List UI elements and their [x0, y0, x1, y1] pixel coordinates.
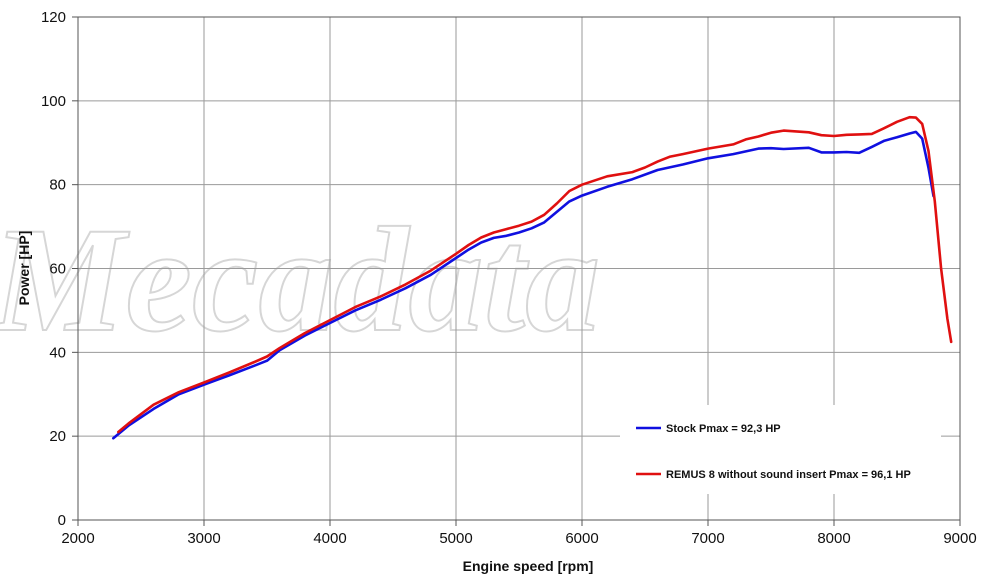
legend-label-remus: REMUS 8 without sound insert Pmax = 96,1…: [666, 469, 911, 481]
series-line-stock: [112, 130, 935, 440]
y-axis-ticks: 0 20 40 60 80 100 120: [41, 9, 78, 529]
x-tick-label: 5000: [439, 530, 472, 547]
legend-box: [620, 405, 941, 494]
y-tick-label: 120: [41, 9, 66, 26]
x-tick-label: 4000: [313, 530, 346, 547]
series-line-remus: [117, 115, 953, 434]
y-tick-label: 40: [49, 344, 66, 361]
x-tick-label: 9000: [943, 530, 976, 547]
y-tick-label: 100: [41, 93, 66, 110]
y-tick-label: 80: [49, 177, 66, 194]
x-axis-title: Engine speed [rpm]: [463, 558, 594, 574]
series-layer: [112, 115, 953, 440]
x-tick-label: 6000: [565, 530, 598, 547]
y-tick-label: 0: [58, 512, 66, 529]
legend-label-stock: Stock Pmax = 92,3 HP: [666, 423, 781, 435]
x-tick-label: 7000: [691, 530, 724, 547]
y-tick-label: 60: [49, 261, 66, 278]
x-tick-label: 2000: [61, 530, 94, 547]
y-axis-title: Power [HP]: [16, 231, 32, 306]
x-axis-ticks: 2000 3000 4000 5000 6000 7000 8000 9000: [61, 520, 977, 547]
y-tick-label: 20: [49, 428, 66, 445]
legend: Stock Pmax = 92,3 HP REMUS 8 without sou…: [620, 405, 941, 494]
x-tick-label: 3000: [187, 530, 220, 547]
x-tick-label: 8000: [817, 530, 850, 547]
